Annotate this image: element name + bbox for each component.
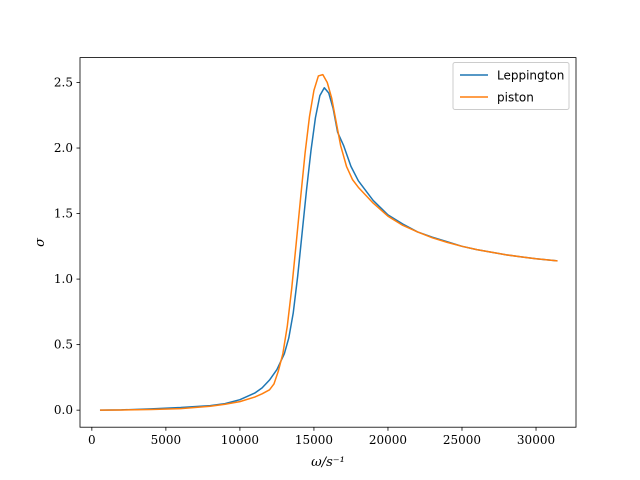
- x-tick-label: 5000: [151, 433, 182, 447]
- x-axis-label: ω/s⁻¹: [311, 455, 345, 470]
- y-tick-label: 2.5: [54, 76, 73, 90]
- plot-background: [80, 57, 576, 428]
- y-axis-label: σ: [33, 237, 48, 247]
- plot-frame: [79, 57, 577, 428]
- y-tick-label: 1.0: [54, 272, 73, 286]
- y-tick-label: 0.0: [54, 403, 73, 417]
- y-axis-ticks: 0.0 0.5 1.0 1.5 2.0 2.5: [54, 76, 80, 417]
- y-tick-label: 1.5: [54, 207, 73, 221]
- x-tick-label: 15000: [295, 433, 333, 447]
- x-tick-label: 0: [88, 433, 96, 447]
- y-tick-label: 0.5: [54, 338, 73, 352]
- x-tick-label: 25000: [443, 433, 481, 447]
- y-tick-label: 2.0: [54, 141, 73, 155]
- series-line-piston: [99, 73, 558, 411]
- x-tick-label: 20000: [369, 433, 407, 447]
- x-tick-label: 10000: [221, 433, 259, 447]
- x-tick-label: 30000: [517, 433, 555, 447]
- legend-label-leppington: Leppington: [497, 69, 564, 83]
- legend: Leppington piston: [452, 62, 570, 110]
- series-layer: [99, 73, 558, 411]
- legend-label-piston: piston: [497, 91, 534, 105]
- x-axis-ticks: 0 5000 10000 15000 20000 25000 30000: [88, 427, 555, 447]
